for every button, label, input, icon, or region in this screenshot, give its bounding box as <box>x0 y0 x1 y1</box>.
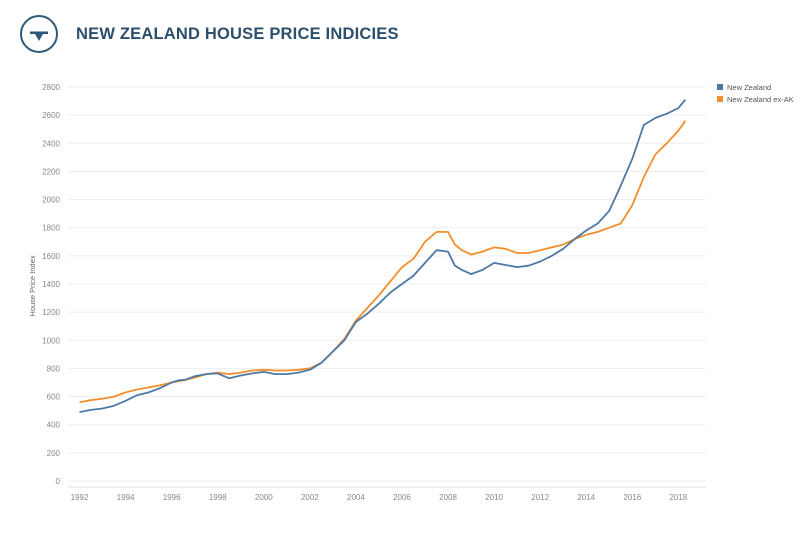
y-tick-label: 1000 <box>42 336 60 345</box>
x-tick-label: 2012 <box>531 493 549 502</box>
page-title: NEW ZEALAND HOUSE PRICE INDICIES <box>76 24 399 43</box>
y-tick-label: 2600 <box>42 111 60 120</box>
y-tick-label: 400 <box>47 421 61 430</box>
y-axis-label: House Price Index <box>28 255 37 317</box>
y-tick-label: 1200 <box>42 308 60 317</box>
y-tick-label: 1600 <box>42 252 60 261</box>
y-tick-label: 1800 <box>42 224 60 233</box>
legend-swatch-nz <box>717 84 723 90</box>
x-tick-label: 1998 <box>209 493 227 502</box>
legend-label-nz: New Zealand <box>727 82 772 92</box>
y-tick-label: 1400 <box>42 280 60 289</box>
y-tick-label: 2000 <box>42 196 60 205</box>
x-tick-label: 1994 <box>117 493 135 502</box>
x-tick-label: 2008 <box>439 493 457 502</box>
page-header: NEW ZEALAND HOUSE PRICE INDICIES <box>20 14 399 54</box>
x-tick-label: 2010 <box>485 493 503 502</box>
y-axis: 0 200 400 600 800 1000 1200 1400 1600 1800 2000 220… <box>42 83 60 486</box>
y-tick-label: 200 <box>47 449 61 458</box>
x-tick-label: 2002 <box>301 493 319 502</box>
chart-series <box>79 99 687 413</box>
y-tick-label: 2400 <box>42 139 60 148</box>
series-line-new-zealand <box>79 99 686 413</box>
x-tick-label: 2004 <box>347 493 365 502</box>
x-tick-label: 2000 <box>255 493 273 502</box>
x-tick-label: 1996 <box>163 493 181 502</box>
y-tick-label: 0 <box>56 477 61 486</box>
x-tick-label: 2018 <box>669 493 687 502</box>
x-axis: 1992 1994 1996 1998 2000 2002 2004 2006 2008 2010… <box>68 486 706 502</box>
x-tick-label: 2014 <box>577 493 595 502</box>
legend-item-nz: New Zealand <box>717 81 794 93</box>
legend-item-exak: New Zealand ex-AK <box>717 93 794 105</box>
x-tick-label: 2016 <box>623 493 641 502</box>
x-tick-label: 2006 <box>393 493 411 502</box>
y-tick-label: 800 <box>47 364 61 373</box>
chart-grid <box>68 86 706 482</box>
scale-logo-icon <box>20 15 58 53</box>
x-tick-label: 1992 <box>71 493 89 502</box>
y-tick-label: 2200 <box>42 167 60 176</box>
legend-swatch-exak <box>717 96 723 102</box>
series-line-new-zealand-ex-ak <box>79 120 687 404</box>
y-tick-label: 2800 <box>42 83 60 92</box>
y-tick-label: 600 <box>47 393 61 402</box>
legend-label-exak: New Zealand ex-AK <box>727 94 794 104</box>
chart-legend: New Zealand New Zealand ex-AK <box>717 81 794 105</box>
